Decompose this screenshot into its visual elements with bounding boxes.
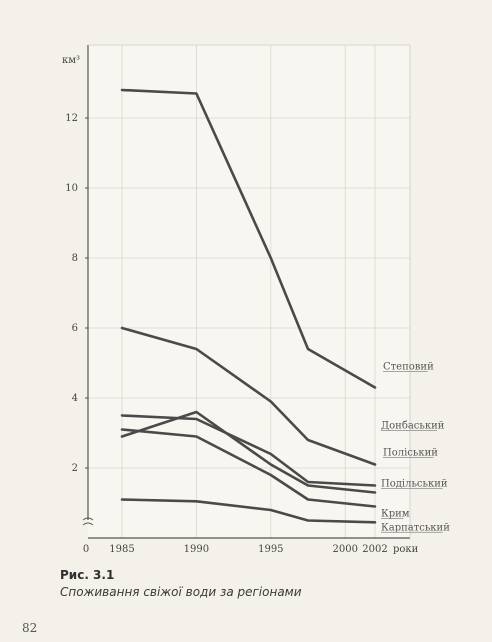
- figure-number: Рис. 3.1: [60, 568, 115, 582]
- line-chart: 2 4 6 8 10 12 км³ 0 1985 1990 1995 2000 2002 роки Степ…: [62, 44, 450, 555]
- y-tick-label: 8: [72, 253, 78, 264]
- y-axis-label: км³: [62, 55, 80, 66]
- x-tick-label: 2002: [362, 544, 387, 555]
- series-label: Донбаський: [381, 421, 445, 432]
- series-label: Степовий: [383, 362, 434, 373]
- y-tick-label: 12: [65, 113, 78, 124]
- y-tick-label: 2: [72, 463, 78, 474]
- series-label: Карпатський: [381, 522, 450, 533]
- x-tick-label: 1985: [109, 544, 134, 555]
- series-line: [120, 498, 377, 524]
- x-tick-label: 2000: [333, 544, 358, 555]
- x-axis-label: роки: [393, 544, 419, 555]
- series-label: Крим: [381, 509, 410, 520]
- x-tick-label: 1990: [184, 544, 209, 555]
- origin-label: 0: [83, 544, 89, 555]
- series-line: [120, 326, 377, 466]
- y-tick-label: 6: [72, 323, 78, 334]
- series-line: [120, 414, 377, 487]
- y-tick-label: 10: [65, 183, 78, 194]
- figure-caption: Рис. 3.1 Споживання свіжої води за регіо…: [60, 568, 460, 599]
- series-line: [120, 410, 377, 494]
- plot-area: [88, 45, 410, 538]
- series-line: [120, 428, 377, 508]
- series-line: [120, 88, 377, 389]
- page-number: 82: [22, 621, 38, 635]
- x-tick-label: 1995: [258, 544, 283, 555]
- series-label: Подільський: [381, 479, 448, 490]
- figure-title: Споживання свіжої води за регіонами: [60, 585, 302, 599]
- axis-break-mark: [82, 517, 94, 521]
- y-tick-label: 4: [72, 393, 78, 404]
- axis-break-mark: [82, 522, 94, 526]
- series-label: Поліський: [383, 448, 438, 459]
